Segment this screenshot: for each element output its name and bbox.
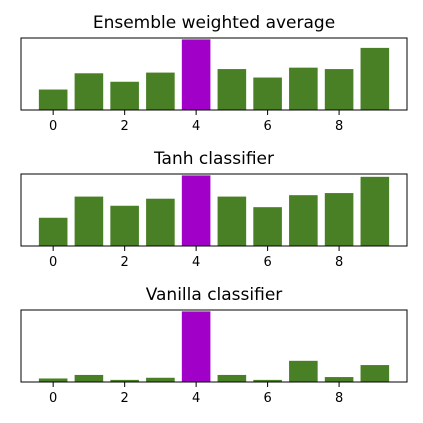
x-tick-label: 0 [49,255,57,270]
bar [289,195,318,246]
bar [38,217,68,246]
bar [360,176,390,246]
chart-title: Vanilla classifier [146,285,283,305]
x-tick-label: 6 [263,255,271,270]
x-tick-label: 2 [121,391,129,406]
bar [38,378,68,382]
panel-tanh-classifier: Tanh classifier 0 2 4 6 8 [20,149,408,270]
bar [253,207,282,246]
bar [110,81,139,110]
bar [146,72,175,110]
x-tick-label: 4 [192,119,200,134]
bar [324,193,354,246]
bar [110,205,139,246]
bar [360,47,390,110]
bar [324,377,354,382]
axes-frame [20,309,408,383]
x-tick-label: 4 [192,391,200,406]
bar [74,73,104,110]
bar [38,89,68,110]
bar [217,196,247,246]
x-tick-label: 0 [49,391,57,406]
bar [217,69,247,110]
x-axis-ticks: 0 2 4 6 8 [49,110,343,134]
bar [74,374,104,382]
x-axis-ticks: 0 2 4 6 8 [49,382,343,406]
x-tick-label: 6 [263,119,271,134]
bar-highlighted [181,311,211,382]
bar [324,69,354,110]
x-tick-label: 2 [121,255,129,270]
bar-group [38,311,390,382]
x-tick-label: 0 [49,119,57,134]
bar [74,196,104,246]
panel-ensemble-weighted-average: Ensemble weighted average 0 2 4 6 8 [20,13,408,134]
x-tick-label: 6 [263,391,271,406]
bar-group [38,39,390,110]
x-tick-label: 8 [335,255,343,270]
bar [146,377,175,382]
axes-frame [20,173,408,247]
bar [146,198,175,246]
x-tick-label: 8 [335,119,343,134]
axes-frame [20,37,408,111]
bar [253,77,282,110]
bar [110,379,139,382]
bar [289,360,318,382]
x-tick-label: 2 [121,119,129,134]
bar-highlighted [181,175,211,246]
bar [289,67,318,110]
bar [253,379,282,382]
chart-title: Ensemble weighted average [93,13,335,33]
bar [217,374,247,382]
panel-vanilla-classifier: Vanilla classifier 0 2 4 6 8 [20,285,408,406]
bar-highlighted [181,39,211,110]
bar [360,365,390,382]
x-axis-ticks: 0 2 4 6 8 [49,246,343,270]
x-tick-label: 4 [192,255,200,270]
chart-title: Tanh classifier [153,149,274,169]
bar-group [38,175,390,246]
x-tick-label: 8 [335,391,343,406]
